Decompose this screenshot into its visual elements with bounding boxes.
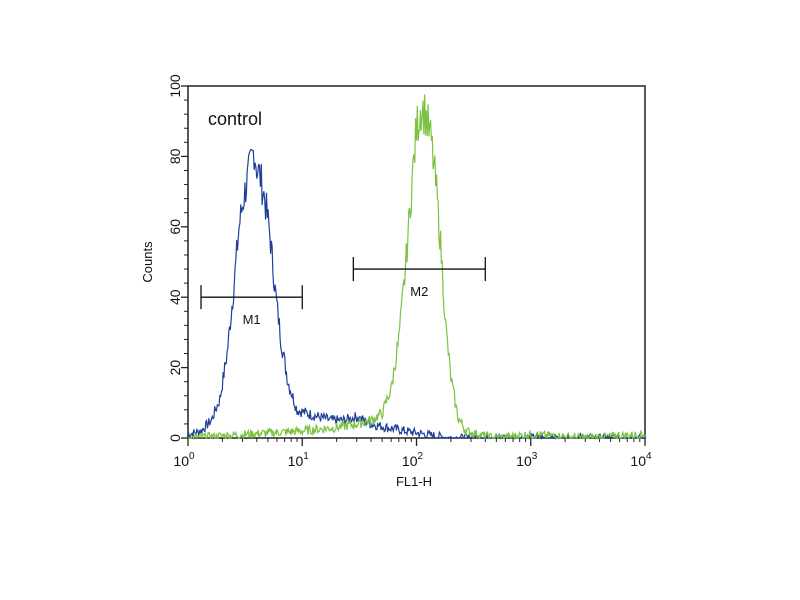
- x-tick-base: 10: [630, 453, 646, 469]
- y-tick-label: 0: [167, 434, 183, 442]
- x-tick-base: 10: [173, 453, 189, 469]
- y-axis-title: Counts: [140, 241, 155, 283]
- x-tick-exponent: 1: [303, 451, 309, 462]
- x-tick-label: 103: [516, 451, 538, 469]
- x-tick-exponent: 2: [418, 451, 424, 462]
- annotation-text: control: [208, 109, 262, 129]
- y-tick-label: 40: [167, 289, 183, 305]
- y-tick-label: 60: [167, 219, 183, 235]
- x-tick-label: 102: [402, 451, 424, 469]
- x-tick-exponent: 0: [189, 451, 195, 462]
- x-axis-title: FL1-H: [396, 474, 432, 489]
- x-tick-base: 10: [288, 453, 304, 469]
- x-tick-base: 10: [402, 453, 418, 469]
- gate-label: M2: [410, 284, 428, 299]
- x-tick-exponent: 3: [532, 451, 538, 462]
- x-axis-ticks: 100 101 102 103 104: [173, 438, 652, 469]
- y-axis-ticks: 0 20 40 60 80 100: [167, 74, 188, 442]
- y-tick-label: 80: [167, 148, 183, 164]
- series-layer: [187, 94, 646, 441]
- x-tick-label: 104: [630, 451, 652, 469]
- x-tick-base: 10: [516, 453, 532, 469]
- y-tick-label: 100: [167, 74, 183, 98]
- x-tick-exponent: 4: [646, 451, 652, 462]
- series-line-2: [187, 94, 646, 441]
- x-tick-label: 100: [173, 451, 195, 469]
- y-tick-label: 20: [167, 360, 183, 376]
- gate-markers: M1 M2: [200, 257, 486, 327]
- x-tick-label: 101: [288, 451, 310, 469]
- gate-label: M1: [243, 312, 261, 327]
